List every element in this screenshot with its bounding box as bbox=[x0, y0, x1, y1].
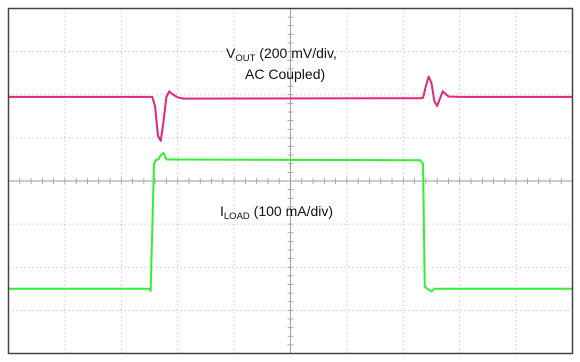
iload-label: ILOAD (100 mA/div) bbox=[220, 203, 333, 222]
iload-trace bbox=[8, 151, 573, 293]
grid bbox=[8, 8, 573, 354]
vout-label-line2: AC Coupled) bbox=[245, 66, 325, 82]
vout-trace bbox=[8, 75, 573, 142]
vout-label-line1: VOUT (200 mV/div, bbox=[226, 45, 337, 64]
frame bbox=[7, 7, 574, 355]
traces bbox=[8, 75, 573, 293]
